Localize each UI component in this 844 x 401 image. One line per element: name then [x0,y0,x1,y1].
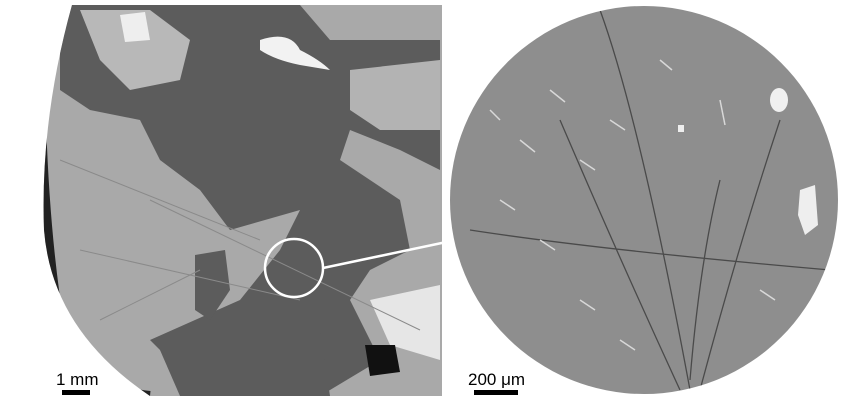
scale-label: 1 mm [56,370,99,389]
scale-label: 200 μm [468,370,525,389]
overview-image [30,0,450,401]
zoom-image [440,0,844,401]
micrograph-figure: 1 mm 200 μm [0,0,844,401]
page: 1 mm 200 μm (() => { const data = JSON.p… [0,0,844,401]
scale-bar [62,390,90,395]
scale-bar [474,390,518,395]
